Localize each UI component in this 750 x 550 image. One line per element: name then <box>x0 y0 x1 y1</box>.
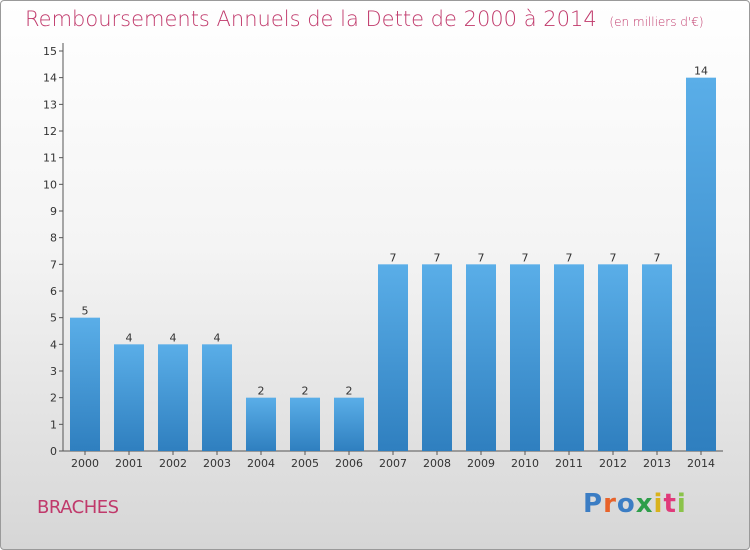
x-tick-label: 2006 <box>335 457 363 470</box>
y-tick-label: 5 <box>50 312 57 325</box>
y-tick-label: 9 <box>50 205 57 218</box>
bar <box>246 397 276 451</box>
bar <box>334 397 364 451</box>
x-tick-label: 2004 <box>247 457 275 470</box>
y-tick-label: 7 <box>50 258 57 271</box>
bar-value-label: 14 <box>694 65 708 78</box>
y-tick-label: 11 <box>43 152 57 165</box>
bar-value-label: 5 <box>82 305 89 318</box>
x-tick-label: 2000 <box>71 457 99 470</box>
bar-value-label: 4 <box>214 331 221 344</box>
y-tick-label: 3 <box>50 365 57 378</box>
chart-bars <box>70 77 716 452</box>
y-tick-label: 6 <box>50 285 57 298</box>
bar <box>378 264 408 451</box>
bar-value-label: 2 <box>302 385 309 398</box>
bar <box>554 264 584 451</box>
chart-labels: 5 4 4 4 2 2 2 7 7 7 7 7 7 7 14 <box>82 65 709 398</box>
bar <box>422 264 452 451</box>
y-tick-label: 1 <box>50 418 57 431</box>
x-tick-label: 2002 <box>159 457 187 470</box>
logo-letter: i <box>676 489 687 519</box>
bar-value-label: 4 <box>170 331 177 344</box>
x-tick-label: 2003 <box>203 457 231 470</box>
bar <box>290 397 320 451</box>
bar <box>70 317 100 451</box>
chart-title: Remboursements Annuels de la Dette de 20… <box>25 7 704 31</box>
y-tick-label: 2 <box>50 392 57 405</box>
bar <box>642 264 672 451</box>
y-tick-label: 13 <box>43 98 57 111</box>
x-tick-label: 2001 <box>115 457 143 470</box>
logo-letter: o <box>616 489 636 519</box>
bar <box>114 344 144 451</box>
bar <box>686 77 716 452</box>
y-tick-label: 0 <box>50 445 57 458</box>
chart-subtitle: (en milliers d'€) <box>609 15 704 29</box>
bar-value-label: 2 <box>258 385 265 398</box>
logo-letter: i <box>653 489 664 519</box>
y-tick-label: 4 <box>50 338 57 351</box>
bar-value-label: 4 <box>126 331 133 344</box>
bar <box>158 344 188 451</box>
bar <box>598 264 628 451</box>
x-tick-label: 2008 <box>423 457 451 470</box>
logo-letter: P <box>583 489 604 519</box>
commune-name: BRACHES <box>37 497 119 518</box>
bar-value-label: 7 <box>654 251 661 264</box>
x-tick-label: 2011 <box>555 457 583 470</box>
bar-value-label: 7 <box>566 251 573 264</box>
bar-value-label: 7 <box>522 251 529 264</box>
x-tick-label: 2014 <box>687 457 715 470</box>
y-tick-label: 15 <box>43 45 57 58</box>
bar-value-label: 7 <box>434 251 441 264</box>
y-tick-label: 12 <box>43 125 57 138</box>
x-tick-label: 2005 <box>291 457 319 470</box>
proxiti-logo[interactable]: Proxiti <box>583 489 687 519</box>
logo-letter: x <box>635 489 654 519</box>
bar <box>466 264 496 451</box>
logo-letter: t <box>663 489 677 519</box>
logo-letter: r <box>603 489 617 519</box>
y-tick-label: 10 <box>43 178 57 191</box>
x-tick-label: 2007 <box>379 457 407 470</box>
bar-value-label: 7 <box>610 251 617 264</box>
bar-value-label: 7 <box>478 251 485 264</box>
y-tick-label: 8 <box>50 232 57 245</box>
x-tick-label: 2013 <box>643 457 671 470</box>
bar-value-label: 2 <box>346 385 353 398</box>
bar-value-label: 7 <box>390 251 397 264</box>
bar <box>510 264 540 451</box>
x-tick-label: 2010 <box>511 457 539 470</box>
x-tick-label: 2012 <box>599 457 627 470</box>
y-tick-label: 14 <box>43 72 57 85</box>
chart-title-text: Remboursements Annuels de la Dette de 20… <box>25 7 597 31</box>
x-tick-label: 2009 <box>467 457 495 470</box>
bar <box>202 344 232 451</box>
